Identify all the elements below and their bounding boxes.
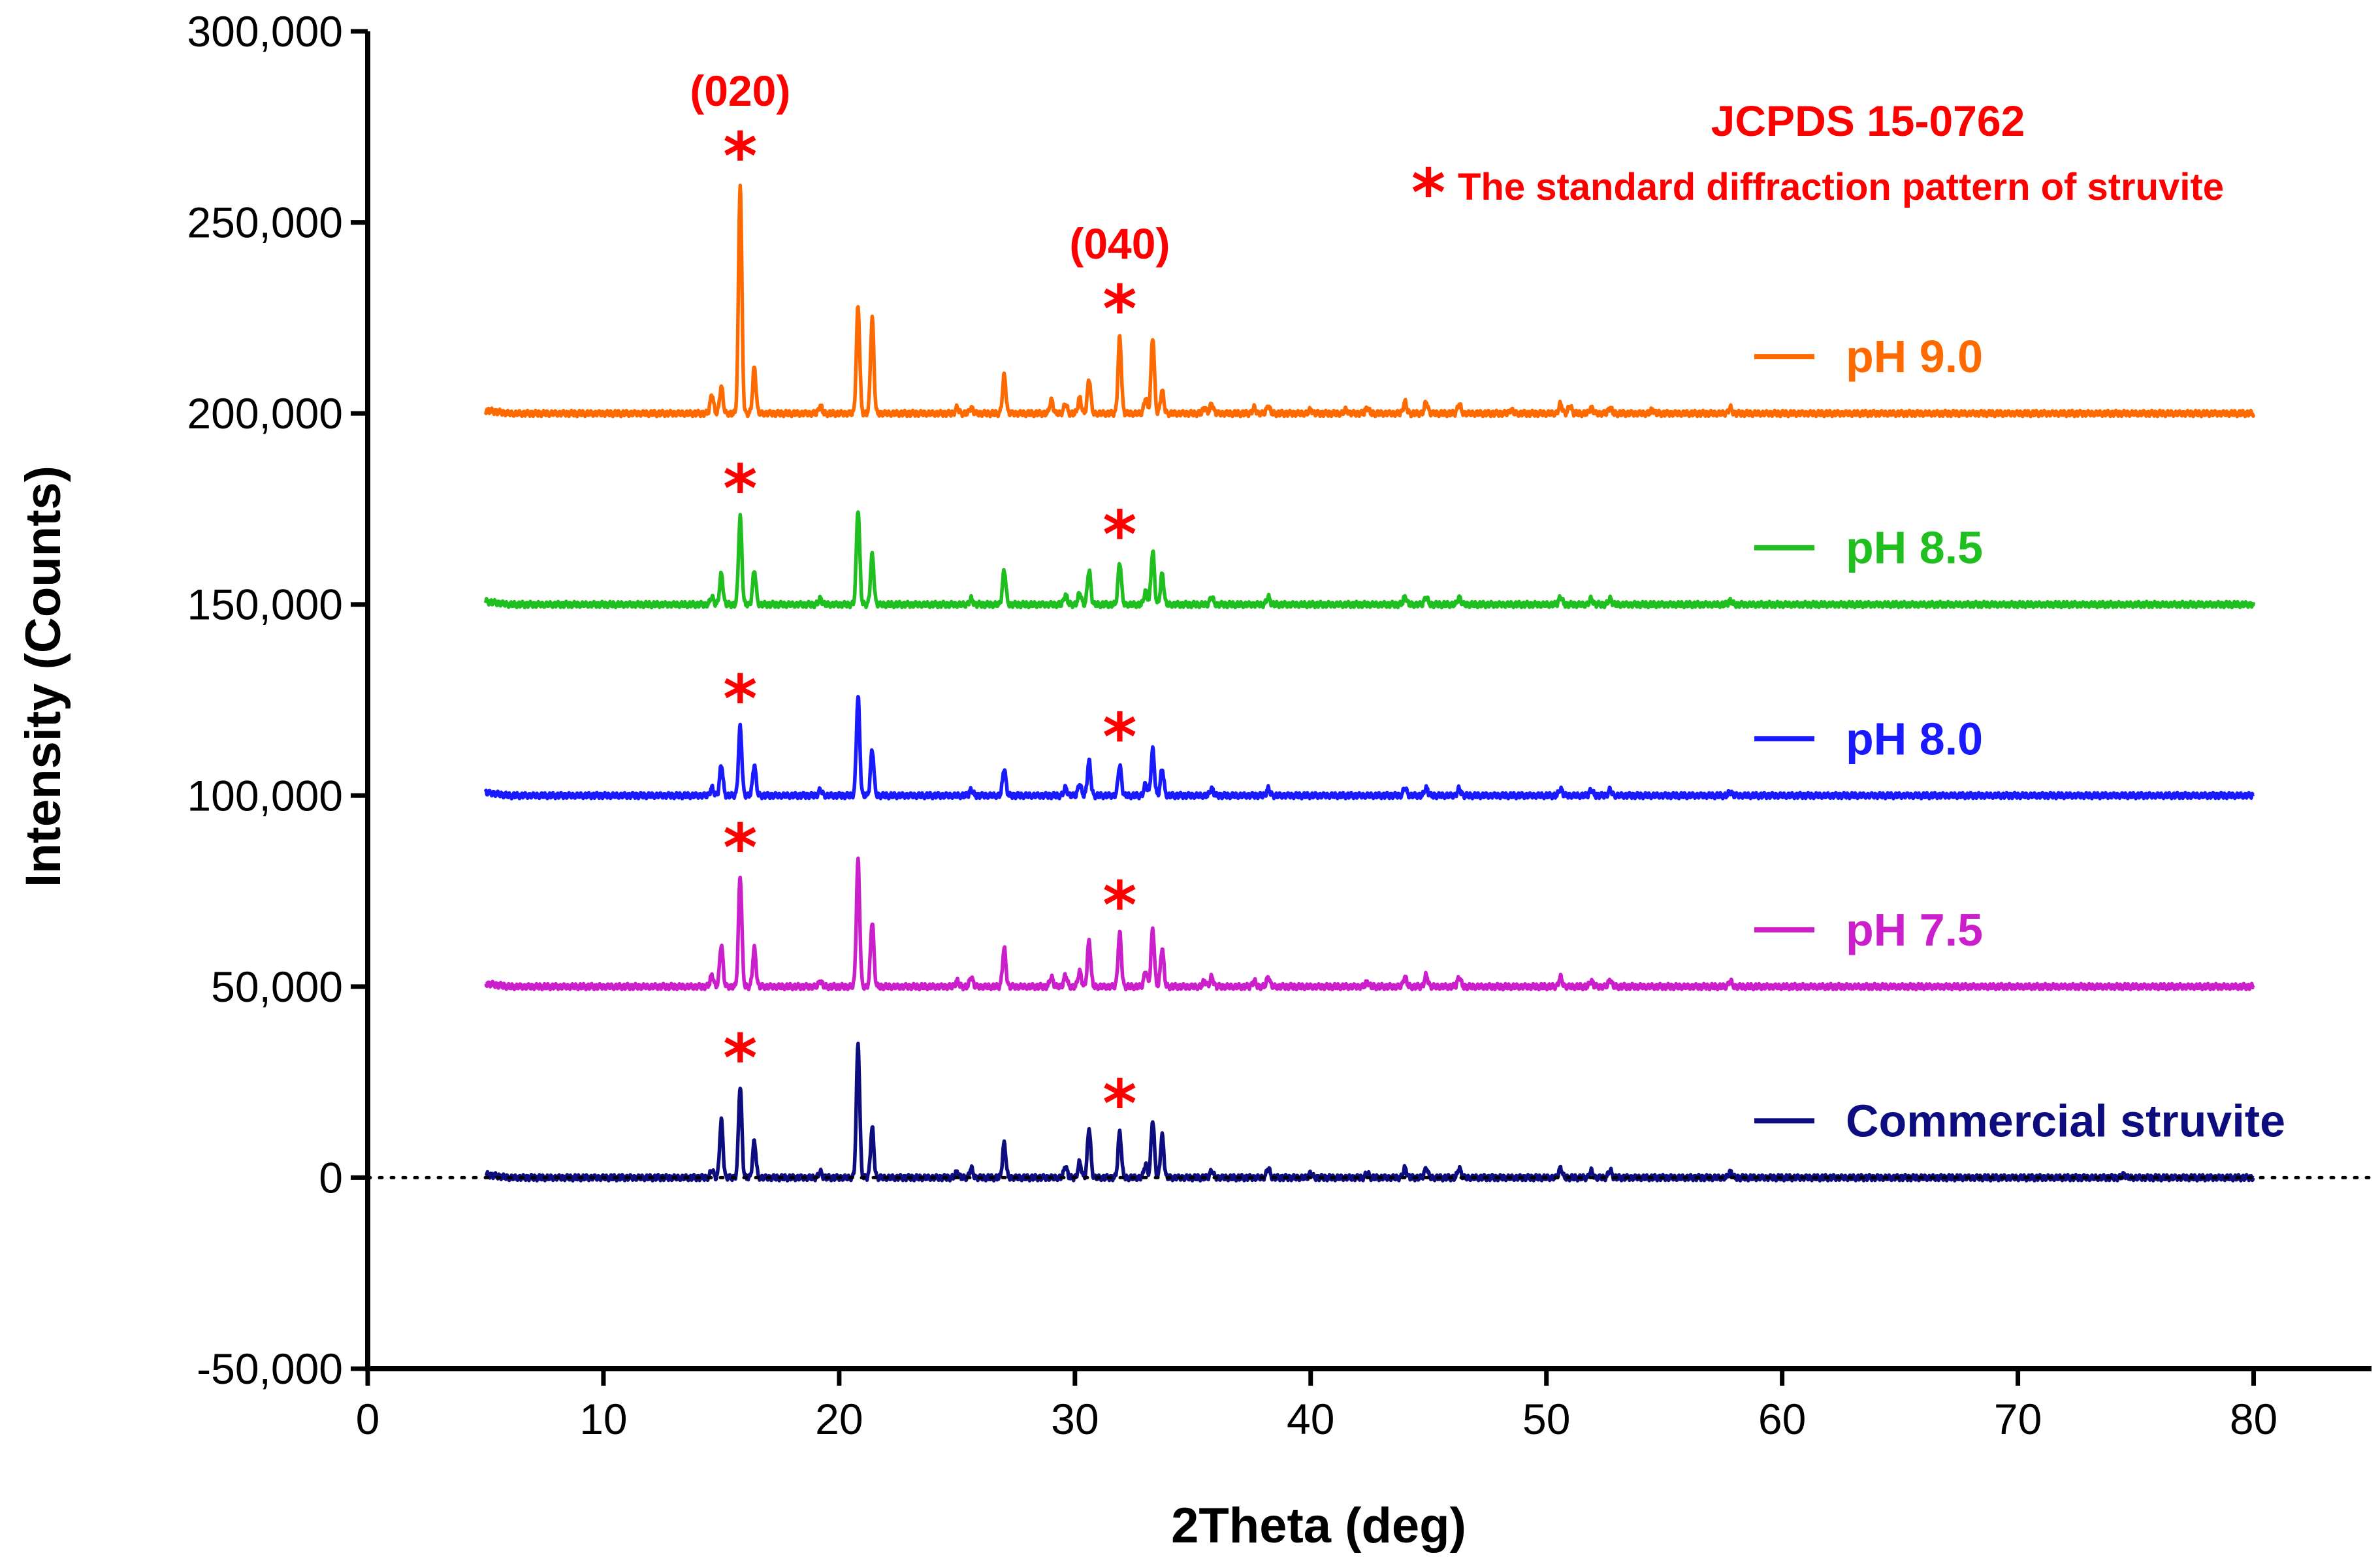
peak-star-icon: * bbox=[1102, 1066, 1136, 1142]
peak-star-icon: * bbox=[723, 451, 757, 527]
series-line-ph-9-0 bbox=[483, 183, 2256, 419]
peak-star-icon: * bbox=[723, 1020, 757, 1096]
y-tick-label: 100,000 bbox=[187, 771, 343, 820]
x-axis-title: 2Theta (deg) bbox=[1171, 1498, 1466, 1554]
y-tick-label: 200,000 bbox=[187, 389, 343, 438]
legend-label-commercial-struvite: Commercial struvite bbox=[1846, 1095, 2285, 1146]
legend-label-ph-8-0: pH 8.0 bbox=[1846, 713, 1983, 764]
peak-annotation: (020) bbox=[690, 67, 790, 115]
x-tick-label: 40 bbox=[1287, 1395, 1334, 1443]
x-tick-label: 60 bbox=[1758, 1395, 1806, 1443]
annotations: **********(020)(040) bbox=[690, 67, 1170, 1142]
peak-star-icon: * bbox=[1102, 867, 1136, 944]
ticks: -50,000 0 50,000 100,000 150,000 200,000 250,0… bbox=[187, 7, 2277, 1443]
x-tick-label: 70 bbox=[1994, 1395, 2042, 1443]
x-tick-label: 20 bbox=[815, 1395, 863, 1443]
reference-star-icon: * bbox=[1411, 155, 1445, 231]
y-tick-label: -50,000 bbox=[197, 1345, 343, 1393]
y-tick-label: 150,000 bbox=[187, 581, 343, 629]
y-axis-title: Intensity (Counts) bbox=[16, 466, 71, 887]
y-tick-label: 0 bbox=[319, 1153, 343, 1202]
legend-label-ph-7-5: pH 7.5 bbox=[1846, 904, 1983, 955]
legend-label-ph-9-0: pH 9.0 bbox=[1846, 331, 1983, 382]
peak-star-icon: * bbox=[1102, 496, 1136, 573]
x-tick-label: 80 bbox=[2230, 1395, 2277, 1443]
reference-note: The standard diffraction pattern of stru… bbox=[1458, 166, 2224, 208]
peak-annotation: (040) bbox=[1069, 219, 1170, 268]
legend-label-ph-8-5: pH 8.5 bbox=[1846, 522, 1983, 573]
peak-star-icon: * bbox=[1102, 699, 1136, 775]
peak-star-icon: * bbox=[1102, 271, 1136, 347]
series-line-ph-8-5 bbox=[483, 510, 2256, 610]
peak-star-icon: * bbox=[723, 810, 757, 886]
axes bbox=[365, 31, 2373, 1371]
reference-title: JCPDS 15-0762 bbox=[1711, 97, 2025, 145]
y-tick-label: 300,000 bbox=[187, 7, 343, 56]
y-tick-label: 50,000 bbox=[211, 963, 343, 1011]
x-tick-label: 10 bbox=[579, 1395, 627, 1443]
legend: pH 9.0 pH 8.5 pH 8.0 pH 7.5 Commercial struv… bbox=[1754, 331, 2285, 1146]
series-line-ph-8-0 bbox=[483, 695, 2255, 801]
peak-star-icon: * bbox=[723, 118, 757, 195]
y-tick-label: 250,000 bbox=[187, 199, 343, 247]
x-tick-label: 0 bbox=[356, 1395, 380, 1443]
x-tick-label: 50 bbox=[1522, 1395, 1570, 1443]
x-tick-label: 30 bbox=[1051, 1395, 1099, 1443]
series-line-ph-7-5 bbox=[484, 856, 2255, 992]
peak-star-icon: * bbox=[723, 661, 757, 737]
